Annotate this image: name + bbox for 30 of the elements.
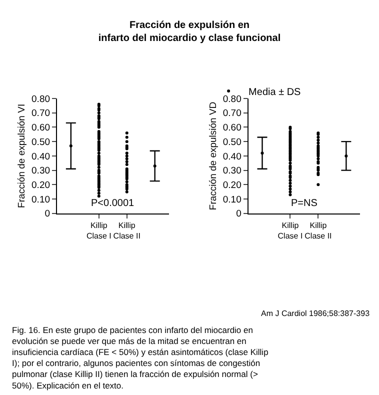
x-tick-label: Killip Clase II xyxy=(304,220,332,240)
y-tick-label: 0 xyxy=(44,208,50,220)
y-axis-title: Fracción de expulsión VI xyxy=(16,104,28,208)
x-tick-label: Killip Clase I xyxy=(278,220,303,240)
y-tick-label: 0.70 xyxy=(222,108,242,120)
text: Am J Cardiol 1986;58:387-393 xyxy=(261,309,370,318)
y-tick-label: 0.80 xyxy=(222,94,242,105)
x-tick-label: Killip Clase II xyxy=(113,220,140,240)
y-tick-label: 0.30 xyxy=(32,166,50,177)
annotation: P<0.0001 xyxy=(91,198,135,209)
y-tick-label: 0.60 xyxy=(32,122,50,134)
y-tick-label: 0.40 xyxy=(32,151,50,162)
y-tick-label: 0.20 xyxy=(222,180,242,191)
legend-label: Media ± DS xyxy=(248,86,302,98)
y-tick-label: 0.60 xyxy=(222,122,242,134)
y-tick-label: 0.70 xyxy=(32,108,50,120)
text: Fracción de expulsión en infarto del miocardio y clase funcional xyxy=(98,20,281,44)
y-tick-label: 0.30 xyxy=(222,166,242,177)
y-tick-label: 0.10 xyxy=(222,194,242,206)
y-tick-label: 0 xyxy=(236,208,242,220)
x-tick-label: Killip Clase I xyxy=(86,220,112,240)
y-tick-label: 0.20 xyxy=(32,180,50,191)
y-tick-label: 0.50 xyxy=(222,136,242,148)
annotation: P=NS xyxy=(291,198,318,209)
y-tick-label: 0.80 xyxy=(32,94,50,105)
caption: Fig. 16. En este grupo de pacientes con infarto del miocardio en evolución se puede ver que más de la mitad se encuentran en insuficiencia cardíaca (FE < 50%) y están asintomáticos (clase Killip I); por el contrario, algunos pacientes con síntomas de congestión pulmonar (clase Killip II) tienen la fracción de expulsión normal (> 50%). Explicación en el texto. xyxy=(12,325,269,390)
y-axis-title: Fracción de expulsión VD xyxy=(208,102,220,210)
y-tick-label: 0.10 xyxy=(32,194,50,206)
y-tick-label: 0.50 xyxy=(32,136,50,148)
y-tick-label: 0.40 xyxy=(222,151,242,162)
